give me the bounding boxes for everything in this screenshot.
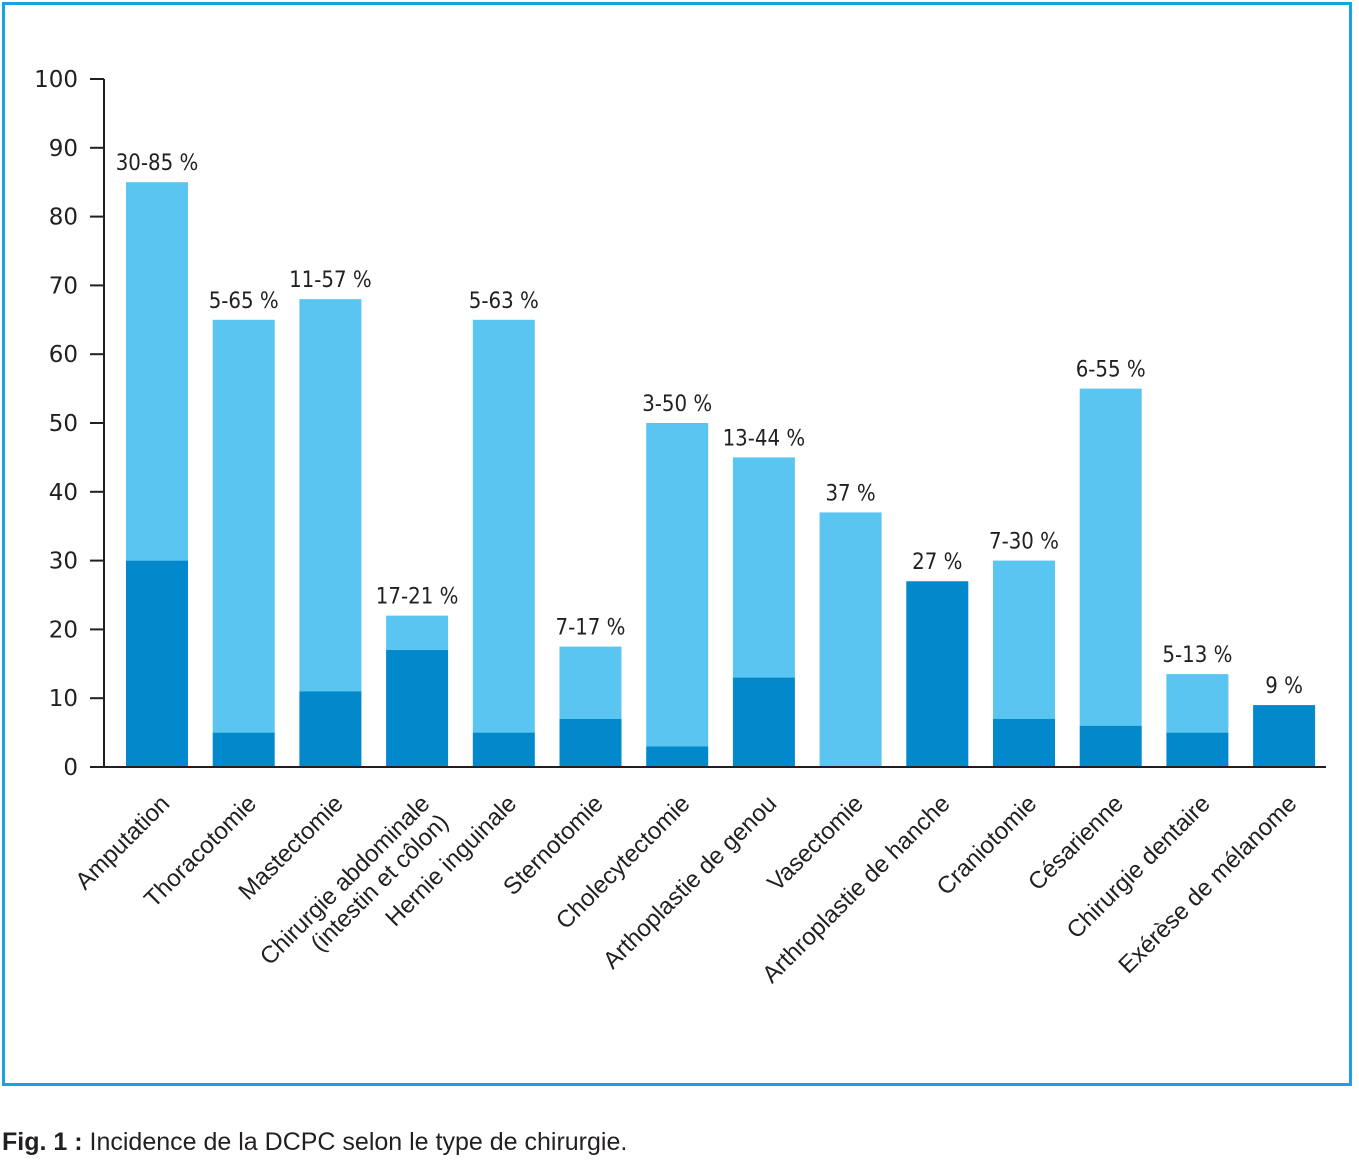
bar-low-7 xyxy=(732,677,795,767)
bar-range-11 xyxy=(1079,388,1142,726)
y-tick-label-0: 0 xyxy=(63,755,78,781)
data-label-1: 5-65 % xyxy=(209,289,279,314)
bar-range-3 xyxy=(386,615,449,651)
bar-low-10 xyxy=(993,718,1055,767)
data-label-0: 30-85 % xyxy=(116,151,199,176)
bar-low-4 xyxy=(472,732,535,767)
bar-range-4 xyxy=(472,319,535,733)
data-label-6: 3-50 % xyxy=(642,392,712,417)
data-label-8: 37 % xyxy=(825,481,875,506)
data-label-11: 6-55 % xyxy=(1076,358,1146,383)
caption-prefix: Fig. 1 : xyxy=(2,1128,83,1156)
y-tick-label-40: 40 xyxy=(49,480,78,506)
data-label-2: 11-57 % xyxy=(289,268,372,293)
bar-low-1 xyxy=(212,732,275,767)
bar-low-11 xyxy=(1079,725,1142,767)
bar-range-7 xyxy=(732,457,795,678)
bar-low-5 xyxy=(559,718,622,767)
y-tick-label-60: 60 xyxy=(49,342,78,368)
category-label-7: Arthoplastie de genou xyxy=(598,790,782,974)
category-label-12: Chirurgie dentaire xyxy=(1062,790,1216,944)
bar-low-3 xyxy=(386,650,449,767)
bar-low-13 xyxy=(1253,705,1316,767)
bar-range-12 xyxy=(1166,674,1229,733)
bar-range-6 xyxy=(646,423,709,747)
bar-low-6 xyxy=(646,746,709,767)
bar-range-2 xyxy=(299,299,362,692)
bar-range-0 xyxy=(126,182,188,561)
data-label-9: 27 % xyxy=(912,550,962,575)
bar-range-5 xyxy=(559,646,622,719)
bars-group xyxy=(126,182,1316,767)
y-tick-label-100: 100 xyxy=(34,67,78,93)
bar-low-0 xyxy=(126,560,188,767)
data-label-7: 13-44 % xyxy=(723,426,806,451)
bar-low-12 xyxy=(1166,732,1229,767)
y-tick-label-80: 80 xyxy=(49,205,78,231)
y-tick-label-90: 90 xyxy=(49,136,78,162)
y-tick-label-10: 10 xyxy=(49,686,78,712)
bar-low-2 xyxy=(299,691,362,767)
y-tick-label-20: 20 xyxy=(49,617,78,643)
data-label-5: 7-17 % xyxy=(555,616,625,641)
figure-caption: Fig. 1 : Incidence de la DCPC selon le t… xyxy=(2,1128,627,1157)
data-label-13: 9 % xyxy=(1265,674,1303,699)
bar-range-10 xyxy=(993,560,1055,719)
bar-range-1 xyxy=(212,319,275,733)
data-label-4: 5-63 % xyxy=(469,289,539,314)
data-label-12: 5-13 % xyxy=(1162,643,1232,668)
bar-range-8 xyxy=(819,512,882,767)
y-tick-label-70: 70 xyxy=(49,273,78,299)
y-tick-label-50: 50 xyxy=(49,411,78,437)
y-tick-label-30: 30 xyxy=(49,549,78,575)
chart-frame xyxy=(2,2,1352,1086)
bar-low-9 xyxy=(906,581,969,767)
category-label-13: Exérèse de mélanome xyxy=(1113,790,1302,979)
data-label-10: 7-30 % xyxy=(989,530,1059,555)
data-label-3: 17-21 % xyxy=(376,585,459,610)
axes-group: 0 10 20 30 40 50 60 70 80 90 100 xyxy=(34,67,1326,781)
caption-text: Incidence de la DCPC selon le type de ch… xyxy=(89,1128,628,1156)
